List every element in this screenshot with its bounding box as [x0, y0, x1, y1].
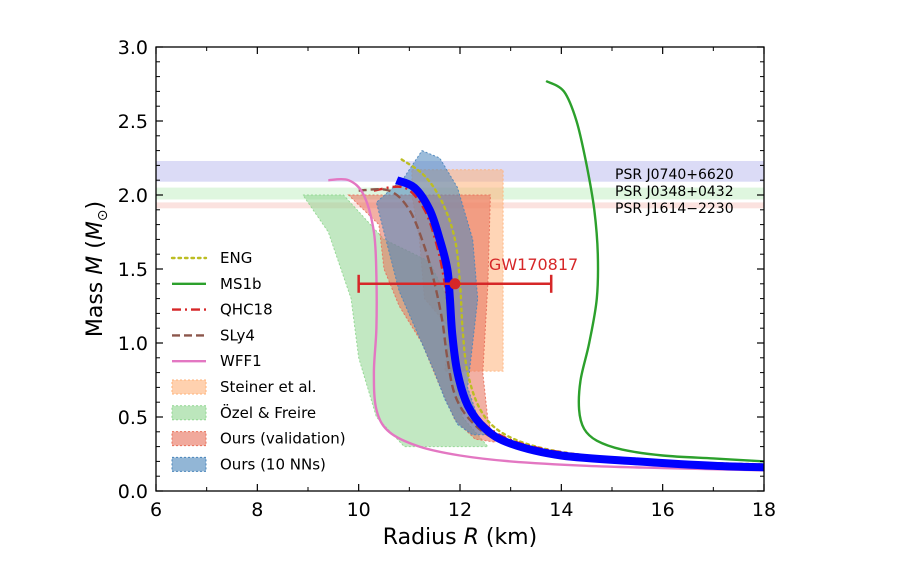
legend-label-steiner-et-al: Steiner et al.	[220, 378, 316, 396]
legend-label-ours-10-nns: Ours (10 NNs)	[220, 455, 326, 473]
band-label-psr-j0740-6620: PSR J0740+6620	[615, 167, 734, 183]
y-tick-label: 2.5	[118, 111, 148, 133]
y-tick-label: 2.0	[118, 185, 148, 207]
x-tick-label: 14	[549, 499, 573, 521]
legend-swatch-ozel-freire	[171, 405, 207, 421]
x-tick-label: 10	[347, 499, 371, 521]
series-ms1b	[545, 79, 764, 463]
y-tick-label: 0.0	[118, 481, 148, 503]
legend-label-ms1b: MS1b	[220, 275, 262, 293]
y-tick-label: 1.0	[118, 333, 148, 355]
legend: ENG MS1b QHC18 SLy4 WFF1 Steiner et al. Özel &…	[170, 249, 346, 473]
legend-label-eng: ENG	[220, 249, 252, 267]
series-ours-mean-curve	[395, 176, 764, 472]
legend-label-sly4: SLy4	[220, 326, 255, 344]
legend-label-qhc18: QHC18	[220, 301, 273, 319]
x-axis-label: Radius R (km)	[383, 525, 537, 550]
band-label-psr-j1614-2230: PSR J1614−2230	[615, 201, 734, 217]
legend-swatch-ours-validation	[171, 431, 207, 447]
legend-label-ours-validation: Ours (validation)	[220, 430, 346, 448]
legend-label-ozel-freire: Özel & Freire	[220, 403, 316, 422]
y-tick-label: 3.0	[118, 37, 148, 59]
gw170817-point	[449, 278, 461, 290]
region-ours-10-nns	[375, 149, 494, 436]
y-tick-label: 0.5	[118, 407, 148, 429]
y-axis-label: Mass M (M⊙)	[83, 201, 111, 337]
series-sly4	[358, 187, 764, 467]
legend-label-wff1: WFF1	[220, 352, 262, 370]
x-tick-label: 16	[651, 499, 675, 521]
y-tick-label: 1.5	[118, 259, 148, 281]
x-tick-label: 12	[448, 499, 472, 521]
gw170817-label: GW170817	[489, 255, 578, 274]
x-tick-label: 8	[251, 499, 263, 521]
legend-swatch-steiner-et-al	[171, 379, 207, 395]
x-tick-label: 18	[752, 499, 776, 521]
legend-swatch-ours-10-nns	[171, 456, 207, 472]
x-tick-label: 6	[150, 499, 162, 521]
band-label-psr-j0348-0432: PSR J0348+0432	[615, 184, 734, 200]
series-wff1	[328, 177, 764, 472]
